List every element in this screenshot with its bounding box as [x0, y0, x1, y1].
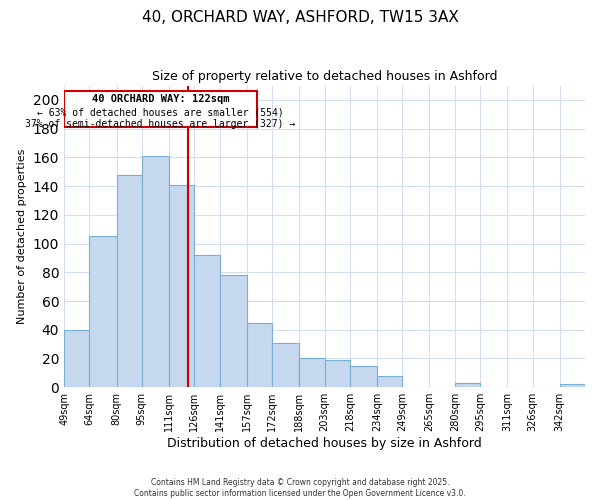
Bar	[194, 255, 220, 387]
Bar	[64, 330, 89, 387]
Bar	[116, 174, 142, 387]
Y-axis label: Number of detached properties: Number of detached properties	[17, 148, 27, 324]
Bar	[142, 156, 169, 387]
Text: Contains HM Land Registry data © Crown copyright and database right 2025.
Contai: Contains HM Land Registry data © Crown c…	[134, 478, 466, 498]
Bar	[560, 384, 585, 387]
X-axis label: Distribution of detached houses by size in Ashford: Distribution of detached houses by size …	[167, 437, 482, 450]
Bar	[325, 360, 350, 387]
Text: 37% of semi-detached houses are larger (327) →: 37% of semi-detached houses are larger (…	[25, 118, 296, 128]
Bar	[272, 342, 299, 387]
Bar	[220, 275, 247, 387]
Text: ← 63% of detached houses are smaller (554): ← 63% of detached houses are smaller (55…	[37, 107, 284, 117]
Bar	[455, 383, 480, 387]
Bar	[247, 322, 272, 387]
FancyBboxPatch shape	[64, 92, 257, 127]
Bar	[350, 366, 377, 387]
Bar	[169, 184, 194, 387]
Text: 40, ORCHARD WAY, ASHFORD, TW15 3AX: 40, ORCHARD WAY, ASHFORD, TW15 3AX	[142, 10, 458, 25]
Text: 40 ORCHARD WAY: 122sqm: 40 ORCHARD WAY: 122sqm	[92, 94, 229, 104]
Bar	[299, 358, 325, 387]
Title: Size of property relative to detached houses in Ashford: Size of property relative to detached ho…	[152, 70, 497, 83]
Bar	[377, 376, 403, 387]
Bar	[89, 236, 116, 387]
